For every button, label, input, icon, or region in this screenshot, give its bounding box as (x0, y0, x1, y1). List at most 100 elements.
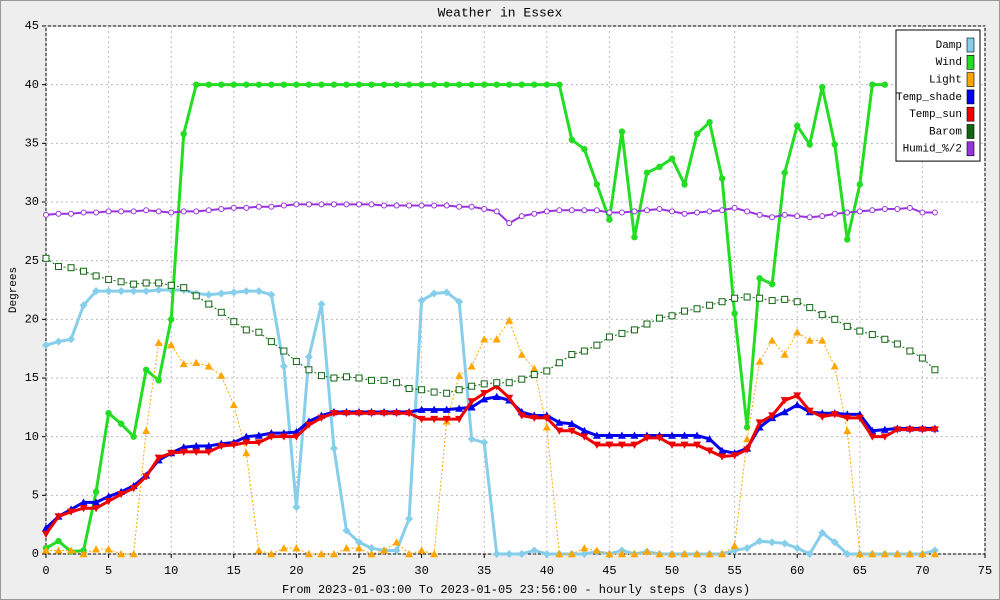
marker (192, 442, 201, 450)
x-tick-label: 10 (164, 564, 178, 578)
marker (80, 209, 87, 216)
marker (355, 544, 363, 552)
legend-label: Humid_%/2 (903, 144, 962, 156)
marker (468, 382, 476, 390)
marker (731, 294, 739, 302)
marker (342, 526, 351, 535)
marker (705, 447, 714, 455)
marker (417, 415, 426, 424)
marker (329, 410, 338, 418)
marker (368, 201, 375, 208)
marker (618, 329, 626, 337)
marker (505, 316, 514, 324)
marker (192, 292, 200, 300)
marker (818, 311, 826, 319)
marker (830, 538, 839, 547)
x-tick-label: 45 (602, 564, 616, 578)
marker (931, 366, 939, 374)
marker (292, 433, 301, 441)
x-tick-label: 60 (790, 564, 804, 578)
marker (168, 209, 175, 216)
marker (530, 546, 539, 555)
marker (430, 405, 439, 413)
marker (606, 209, 613, 216)
marker (67, 546, 76, 554)
marker (92, 498, 101, 506)
marker (480, 438, 489, 447)
marker (592, 441, 601, 449)
marker (442, 288, 451, 297)
marker (54, 337, 63, 346)
marker (242, 449, 251, 457)
marker (293, 81, 300, 88)
marker (893, 340, 901, 348)
marker (894, 206, 901, 213)
marker (518, 375, 526, 383)
marker (42, 341, 50, 350)
marker (305, 201, 312, 208)
marker (794, 122, 801, 129)
marker (581, 146, 588, 153)
marker (79, 301, 88, 310)
marker (918, 550, 927, 558)
marker (581, 207, 588, 214)
marker (268, 81, 275, 88)
marker (618, 209, 625, 216)
marker (117, 490, 126, 499)
marker (204, 442, 213, 450)
marker (693, 550, 702, 558)
marker (806, 304, 814, 312)
marker (392, 538, 401, 546)
marker (130, 433, 137, 440)
marker (643, 169, 651, 176)
marker (580, 426, 589, 434)
marker (393, 379, 401, 387)
marker (330, 374, 338, 382)
marker (693, 305, 701, 313)
marker (755, 537, 764, 546)
legend-swatch (966, 37, 975, 53)
marker (305, 366, 313, 374)
marker (92, 287, 101, 296)
marker (805, 336, 814, 344)
marker (881, 335, 889, 343)
marker (467, 398, 476, 406)
x-tick-label: 5 (105, 564, 112, 578)
marker (643, 207, 650, 214)
marker (668, 550, 676, 558)
marker (693, 130, 701, 138)
marker (793, 328, 802, 336)
marker (142, 473, 151, 481)
marker (430, 415, 439, 424)
marker (605, 550, 614, 558)
marker (480, 390, 489, 398)
legend-swatch (966, 54, 975, 70)
marker (317, 372, 325, 380)
marker (55, 210, 62, 217)
marker (605, 441, 614, 449)
marker (542, 423, 551, 431)
marker (443, 202, 450, 209)
marker (856, 181, 863, 188)
marker (492, 392, 501, 400)
marker (694, 209, 701, 216)
marker (405, 550, 414, 558)
x-axis-label: From 2023-01-03:00 To 2023-01-05 23:56:0… (282, 583, 750, 597)
legend-box (895, 29, 981, 162)
legend-label: Temp_shade (896, 92, 962, 104)
marker (555, 427, 564, 435)
marker (430, 81, 438, 88)
marker (606, 216, 613, 223)
marker (631, 234, 638, 241)
marker (868, 550, 877, 558)
marker (718, 453, 727, 461)
marker (192, 358, 201, 366)
marker (417, 405, 426, 413)
marker (118, 208, 125, 215)
marker (743, 446, 752, 454)
series-line (45, 257, 936, 394)
marker (304, 352, 313, 361)
marker (780, 397, 789, 405)
marker (405, 410, 414, 418)
